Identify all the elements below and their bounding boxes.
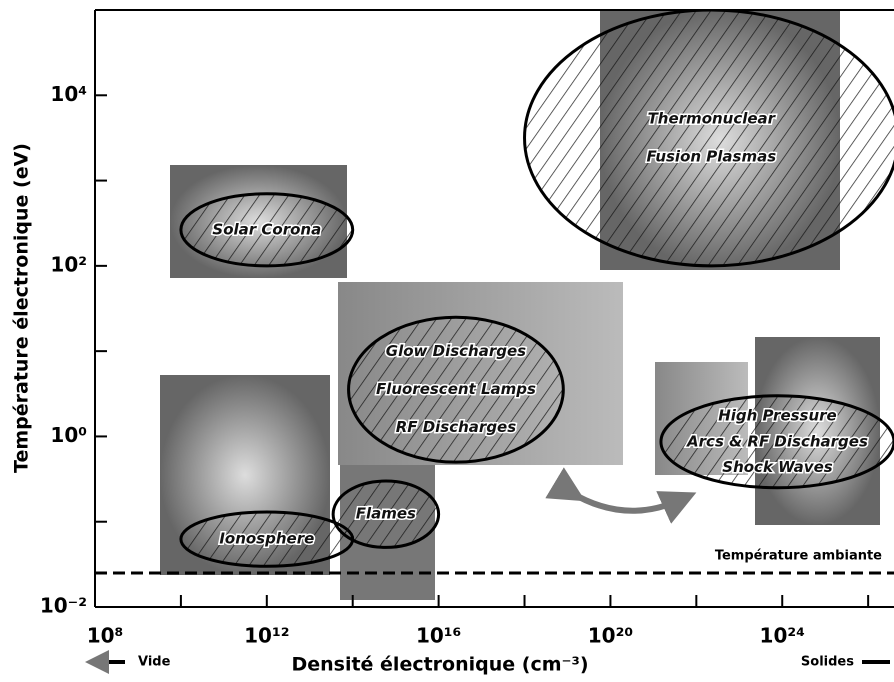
axes: 10⁸ 10¹² 10¹⁶ 10²⁰ 10²⁴ 10⁻² 10⁰ 10² 10⁴ Températ… bbox=[40, 9, 894, 648]
x-label: Densité électronique (cm⁻³) bbox=[291, 654, 588, 676]
region bbox=[523, 10, 894, 268]
y-tick-label: 10⁰ bbox=[50, 423, 87, 447]
reference-label: Température ambiante bbox=[715, 549, 882, 564]
region-label: High Pressure bbox=[718, 407, 837, 425]
y-tick-label: 10⁻² bbox=[40, 594, 87, 618]
x-tick-label: 10⁸ bbox=[87, 624, 124, 648]
x-tick-label: 10²⁰ bbox=[588, 624, 633, 648]
right-note: Solides bbox=[801, 655, 854, 670]
region bbox=[347, 315, 565, 464]
x-tick-label: 10¹² bbox=[244, 624, 289, 648]
region-label: Solar Corona bbox=[212, 220, 321, 238]
region-label: Ionosphere bbox=[219, 530, 314, 548]
region-label: RF Discharges bbox=[396, 418, 517, 436]
region bbox=[179, 192, 355, 268]
y-label: Température électronique (eV) bbox=[11, 143, 33, 473]
region-label: Glow Discharges bbox=[386, 342, 526, 360]
x-tick-label: 10¹⁶ bbox=[416, 624, 461, 648]
region-label: Fluorescent Lamps bbox=[376, 380, 536, 398]
region-label: Arcs & RF Discharges bbox=[686, 432, 868, 450]
left-note: Vide bbox=[138, 655, 171, 670]
y-tick-label: 10⁴ bbox=[50, 82, 87, 106]
region-label: Flames bbox=[356, 505, 416, 523]
region-label: Shock Waves bbox=[722, 458, 832, 476]
arrow bbox=[545, 467, 697, 524]
regions: Thermonuclear Fusion Plasmas Solar Corona G… bbox=[179, 10, 894, 568]
region bbox=[331, 479, 441, 549]
region-label: Thermonuclear bbox=[648, 109, 777, 127]
y-tick-label: 10² bbox=[50, 252, 87, 276]
region-label: Fusion Plasmas bbox=[647, 147, 777, 165]
x-tick-label: 10²⁴ bbox=[760, 624, 805, 648]
